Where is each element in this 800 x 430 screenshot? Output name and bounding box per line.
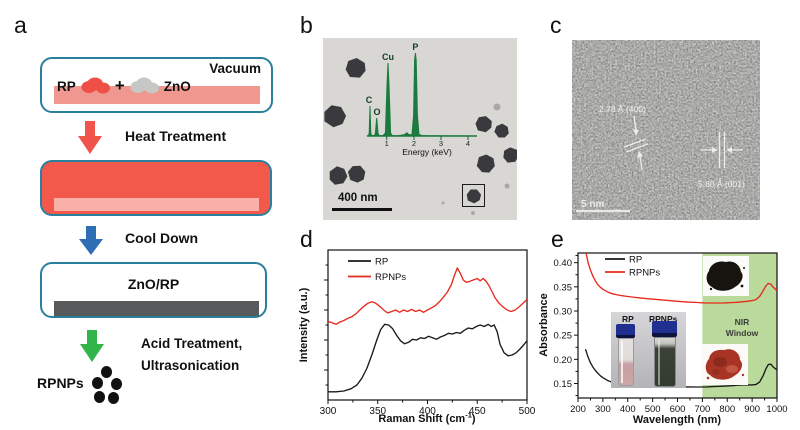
rpnp-particle-dot (111, 378, 122, 390)
vacuum-label: Vacuum (209, 61, 261, 76)
svg-text:0.35: 0.35 (554, 282, 573, 293)
eds-peak-label-cu: Cu (382, 52, 394, 62)
cool-down-label: Cool Down (125, 230, 199, 246)
lattice-arrow-head (637, 151, 643, 158)
svg-text:Raman Shift (cm-1): Raman Shift (cm-1) (378, 411, 475, 426)
svg-text:RPNPs: RPNPs (629, 268, 660, 279)
raman-chart: 300 350 400 450 500 RP RPNPs Raman Shift (cm-1)… (298, 249, 536, 426)
svg-text:0.20: 0.20 (554, 355, 573, 366)
svg-text:900: 900 (744, 404, 760, 415)
lattice-arrow-head (726, 147, 732, 153)
svg-text:500: 500 (519, 406, 536, 417)
lattice-annotation-001: 5.80 Å (001) (698, 179, 745, 189)
svg-text:200: 200 (570, 404, 586, 415)
vial-rp-body (617, 338, 634, 386)
nir-window-line1: NIR (734, 317, 750, 327)
heat-treatment-label: Heat Treatment (125, 128, 227, 144)
tem-particles (324, 58, 517, 215)
heated-substrate-bar (54, 198, 259, 211)
svg-text:350: 350 (369, 406, 386, 417)
nir-window-label: NIR Window (714, 317, 770, 339)
zno-label: ZnO (163, 78, 191, 94)
nir-window-line2: Window (725, 328, 759, 338)
rpnps-product-label: RPNPs (37, 375, 84, 391)
acid-arrow-icon (80, 330, 104, 362)
vial-rpnps-label: RPNPs (649, 314, 678, 324)
heated-box (40, 160, 272, 216)
vial-rp-label: RP (622, 314, 634, 324)
znorp-label-wrap: ZnO/RP (42, 276, 265, 294)
zno-blob-icon (130, 77, 159, 94)
eds-xlabel: Energy (keV) (402, 147, 452, 157)
svg-text:Absorbance: Absorbance (538, 293, 550, 357)
tem-scalebar-label: 400 nm (338, 192, 378, 204)
rpnp-particle-dot (101, 366, 112, 378)
panel-d-label: d (300, 226, 313, 252)
rp-zno-row: RP + ZnO (57, 76, 191, 96)
svg-text:700: 700 (694, 404, 710, 415)
eds-tick: 3 (439, 139, 443, 148)
svg-text:Wavelength (nm): Wavelength (nm) (633, 414, 722, 426)
plus-sign: + (114, 76, 125, 95)
vial-rp-cap (616, 324, 635, 338)
eds-spectrum: 1 2 3 4 C O Cu P Energy (keV) (366, 42, 477, 157)
vacuum-box: Vacuum RP + ZnO (40, 57, 273, 113)
eds-tick: 2 (412, 139, 416, 148)
rp-label: RP (57, 78, 76, 94)
svg-text:450: 450 (469, 406, 486, 417)
hrtem-canvas: 2.78 Å (400) 5.80 Å (001) 5 nm (572, 40, 760, 220)
vials-photo: RP RPNPs (611, 312, 686, 388)
znorp-film-bar (54, 301, 259, 316)
lattice-annotation-400: 2.78 Å (400) (599, 104, 646, 114)
selected-particle-box (462, 184, 485, 207)
svg-text:300: 300 (320, 406, 337, 417)
panel-e-label: e (551, 226, 564, 252)
eds-peak-label-c: C (366, 95, 373, 105)
svg-text:0.40: 0.40 (554, 258, 573, 269)
svg-text:Intensity (a.u.): Intensity (a.u.) (298, 287, 310, 362)
ultrasonication-label: Ultrasonication (141, 358, 240, 373)
svg-text:400: 400 (419, 406, 436, 417)
rp-blob-icon (81, 77, 110, 94)
svg-text:0.30: 0.30 (554, 307, 573, 318)
svg-text:0.25: 0.25 (554, 331, 573, 342)
svg-text:400: 400 (620, 404, 636, 415)
svg-text:600: 600 (670, 404, 686, 415)
svg-text:RPNPs: RPNPs (375, 272, 406, 283)
lattice-arrow-head (712, 147, 718, 153)
lattice-arrow-head (633, 129, 639, 136)
svg-text:1000: 1000 (766, 404, 787, 415)
svg-text:500: 500 (645, 404, 661, 415)
znorp-label: ZnO/RP (127, 276, 180, 292)
eds-curve (366, 52, 477, 137)
rpnp-particle-dot (108, 392, 119, 404)
svg-text:300: 300 (595, 404, 611, 415)
svg-text:800: 800 (719, 404, 735, 415)
svg-text:0.15: 0.15 (554, 379, 573, 390)
hrtem-image: 2.78 Å (400) 5.80 Å (001) 5 nm (572, 40, 760, 220)
tem-image: 1 2 3 4 C O Cu P Energy (keV) 400 nm (323, 38, 517, 220)
vial-rpnps-body (654, 337, 676, 387)
eds-peak-label-p: P (412, 42, 418, 52)
eds-tick: 4 (466, 139, 470, 148)
eds-tick: 1 (385, 139, 389, 148)
panel-c-label: c (550, 12, 562, 38)
red-powder-photo (702, 344, 748, 385)
vial-rpnps-cap (652, 321, 677, 337)
svg-text:RP: RP (629, 255, 642, 266)
heat-arrow-icon (78, 121, 102, 154)
rpnp-particle-dot (94, 391, 105, 403)
cool-arrow-icon (79, 226, 103, 255)
panel-a-label: a (14, 12, 27, 38)
znorp-box: ZnO/RP (40, 262, 267, 318)
acid-treatment-label: Acid Treatment, (141, 336, 243, 351)
hrtem-scalebar-label: 5 nm (581, 199, 604, 210)
tem-scalebar-line (332, 208, 392, 211)
svg-text:RP: RP (375, 257, 388, 268)
eds-peak-label-o: O (373, 107, 380, 117)
black-powder-photo (703, 256, 749, 296)
rpnp-particle-dot (92, 377, 103, 389)
panel-b-label: b (300, 12, 313, 38)
